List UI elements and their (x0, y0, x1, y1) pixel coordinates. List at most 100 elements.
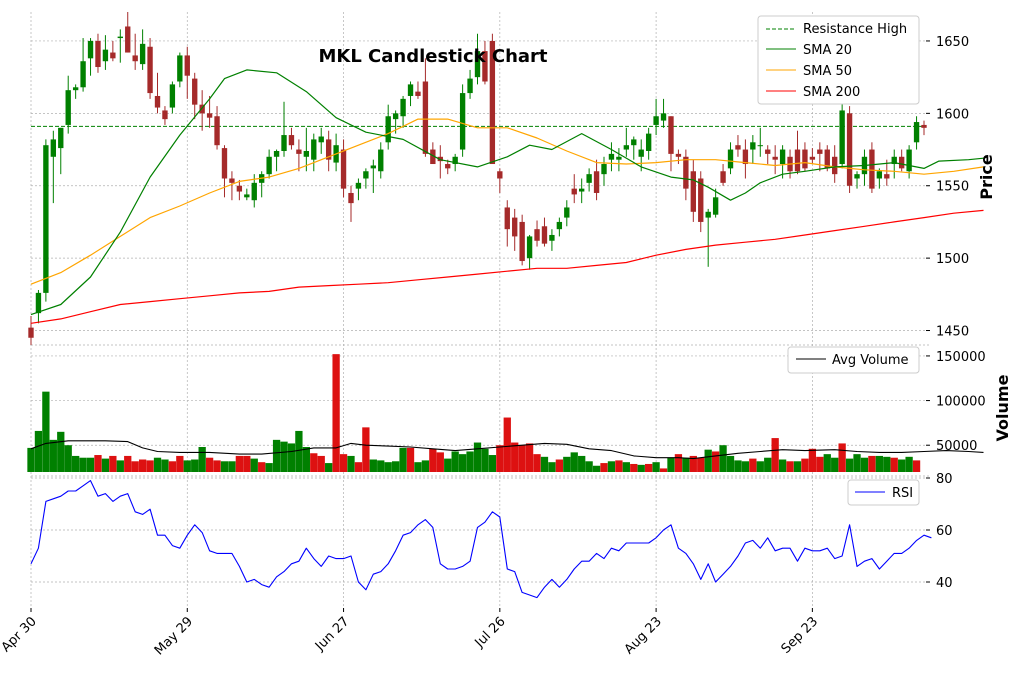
volume-bar (64, 445, 72, 472)
price-y-tick-label: 1650 (936, 35, 969, 50)
volume-bar (719, 445, 727, 472)
volume-bar (235, 455, 244, 472)
candle-body (802, 149, 808, 169)
candle-body (504, 207, 510, 230)
volume-bar (860, 457, 869, 472)
candle-body (192, 78, 198, 105)
legend-sma20-label: SMA 20 (803, 43, 852, 58)
candle-body (50, 139, 57, 157)
volume-bar (905, 456, 913, 472)
candle-body (623, 145, 630, 150)
candle-body (251, 182, 257, 201)
volume-bar (496, 445, 504, 472)
volume-bar (228, 461, 236, 472)
candle-body (564, 207, 570, 218)
x-tick-label: Sep 23 (779, 614, 822, 657)
candle-body (340, 149, 347, 189)
candle-body (683, 156, 689, 189)
volume-bar (414, 462, 422, 472)
volume-bar (652, 462, 660, 472)
volume-bar (339, 454, 348, 472)
volume-bar (689, 455, 697, 472)
volume-bar (369, 459, 377, 472)
volume-bar (377, 460, 385, 472)
rsi-panel (30, 480, 932, 599)
candle-body (184, 55, 190, 76)
candle-body (534, 229, 540, 241)
candle-body (593, 171, 600, 193)
volume-bar (72, 455, 80, 472)
candle-body (839, 110, 845, 165)
candle-body (229, 178, 235, 183)
volume-bar (682, 457, 690, 472)
volume-bar (429, 448, 437, 472)
candle-body (779, 149, 786, 165)
volume-bar (451, 451, 459, 472)
candle-body (750, 142, 756, 150)
candle-body (832, 156, 838, 175)
volume-bar (250, 458, 258, 472)
candle-body (87, 40, 94, 59)
candle-body (65, 90, 71, 125)
candle-body (586, 174, 592, 183)
volume-bar (734, 460, 742, 472)
volume-bar (801, 458, 809, 472)
volume-bar (57, 431, 65, 472)
candle-body (601, 164, 607, 175)
volume-bar (391, 461, 400, 472)
volume-y-tick-label: 150000 (936, 350, 986, 365)
candle-body (467, 78, 473, 94)
candle-body (355, 182, 362, 189)
x-tick-label: Apr 30 (0, 614, 40, 655)
volume-bar (272, 439, 281, 472)
candle-body (638, 149, 644, 157)
candle-body (891, 156, 897, 165)
candle-body (288, 135, 295, 146)
volume-bar (883, 456, 891, 472)
candle-body (489, 40, 496, 165)
candle-body (497, 171, 503, 179)
candle-body (407, 84, 414, 96)
price-y-tick-label: 1600 (936, 107, 969, 122)
volume-bar (354, 462, 363, 472)
candle-body (742, 149, 749, 165)
volume-bar (868, 455, 876, 472)
candle-body (72, 87, 79, 91)
candle-body (645, 133, 652, 151)
volume-bar (898, 459, 906, 472)
candle-body (199, 104, 205, 114)
volume-bar (332, 354, 340, 472)
volume-bar (161, 459, 169, 472)
volume-bar (49, 439, 57, 472)
candle-body (169, 84, 176, 108)
candle-body (311, 139, 317, 160)
candle-body (303, 150, 310, 157)
candle-body (437, 156, 443, 162)
volume-bar (86, 457, 95, 472)
volume-bar (310, 453, 318, 472)
volume-bar (280, 441, 288, 472)
volume-bar (756, 461, 764, 472)
candle-body (348, 192, 354, 204)
volume-bar (317, 455, 325, 472)
volume-bar (793, 461, 802, 472)
candle-body (206, 113, 213, 118)
sma200-line (30, 209, 984, 324)
volume-bar (630, 463, 638, 472)
candle-body (459, 93, 466, 150)
candle-body (906, 149, 912, 172)
price-y-tick-label: 1450 (936, 325, 969, 340)
volume-bar (406, 447, 415, 472)
volume-bar (183, 460, 191, 472)
candle-body (102, 49, 109, 62)
candle-body (422, 81, 429, 154)
volume-bar (347, 455, 355, 472)
candle-body (214, 116, 220, 146)
price-y-tick-label: 1550 (936, 180, 969, 195)
volume-bar (771, 438, 779, 472)
candle-body (846, 113, 853, 186)
candle-body (817, 149, 823, 154)
candle-body (876, 171, 883, 179)
candle-body (482, 51, 488, 82)
